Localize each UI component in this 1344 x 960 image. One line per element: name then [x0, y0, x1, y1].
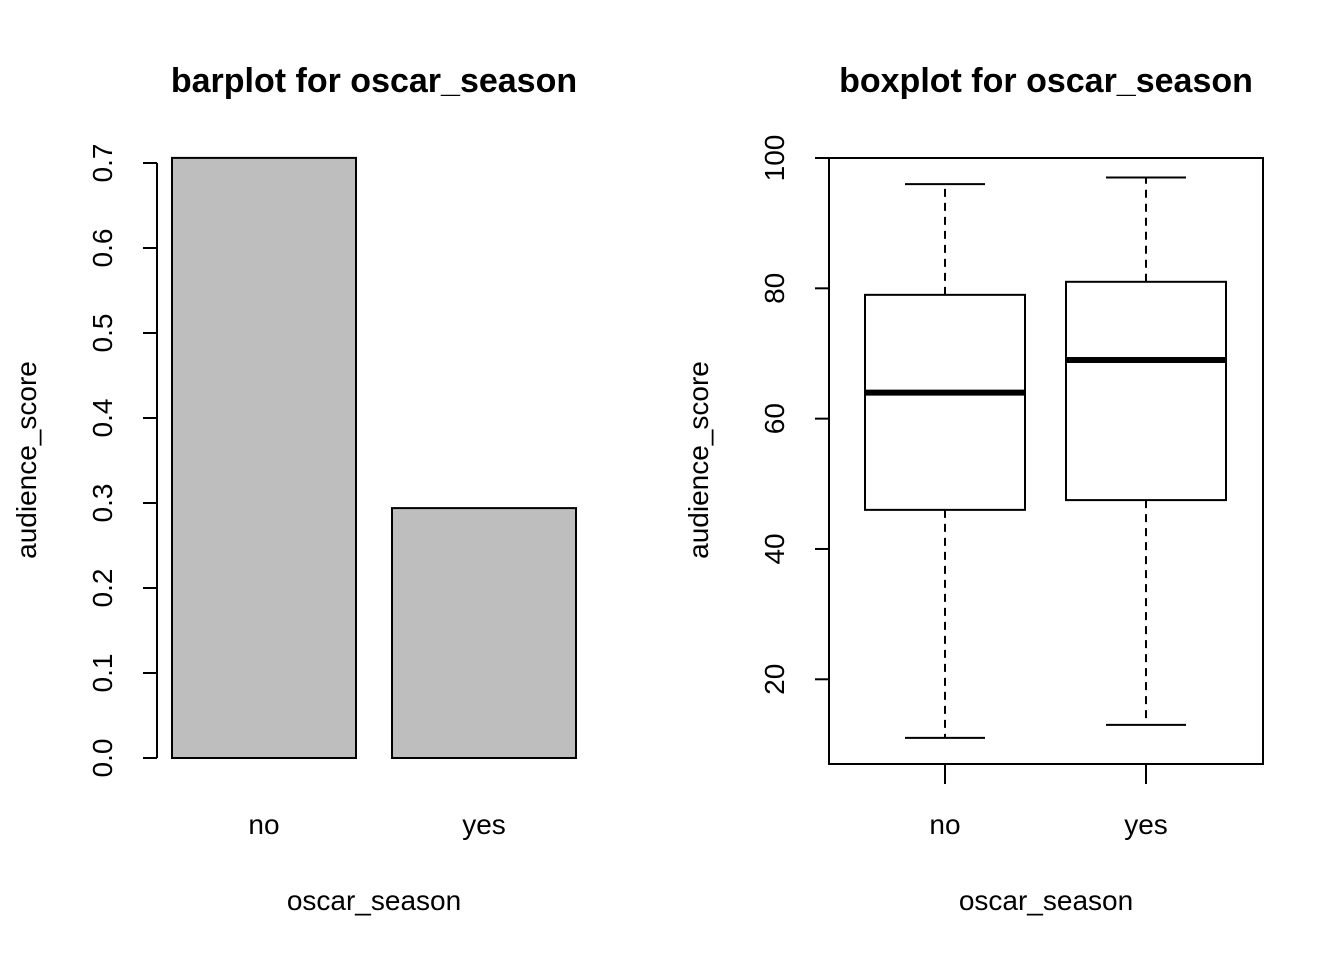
box-chart-y-axis: 20 40 60 80 100	[759, 135, 830, 695]
box-chart-x-axis-label: oscar_season	[959, 885, 1133, 916]
bar	[391, 507, 577, 759]
bar-chart: barplot for oscar_season oscar_season au…	[11, 62, 577, 916]
bar-chart-y-tick-label: 0.5	[87, 314, 118, 353]
bar-chart-y-tick-label: 0.1	[87, 654, 118, 693]
bar-chart-bars	[171, 156, 577, 759]
box-chart: boxplot for oscar_season oscar_season au…	[683, 62, 1264, 916]
bar-chart-x-tick-labels: no yes	[248, 809, 505, 840]
box-chart-boxes	[864, 176, 1227, 739]
box-iqr	[864, 293, 1026, 511]
box-group	[864, 183, 1026, 739]
box-chart-y-tick-label: 100	[759, 135, 790, 182]
box-chart-y-tick-label: 20	[759, 664, 790, 695]
box-chart-y-tick-label: 60	[759, 403, 790, 434]
box-chart-y-tick-label: 40	[759, 533, 790, 564]
box-chart-x-tick-label: yes	[1124, 809, 1168, 840]
bar-chart-y-axis: 0.0 0.1 0.2 0.3 0.4 0.5 0.6 0.7	[87, 144, 158, 778]
bar-chart-title: barplot for oscar_season	[171, 62, 577, 100]
bar-chart-y-tick-label: 0.0	[87, 739, 118, 778]
box-chart-title: boxplot for oscar_season	[839, 62, 1253, 100]
bar-chart-y-tick-label: 0.7	[87, 144, 118, 183]
bar-chart-x-tick-label: no	[248, 809, 279, 840]
bar-chart-x-tick-label: yes	[462, 809, 506, 840]
bar-chart-y-tick-label: 0.2	[87, 569, 118, 608]
box-group	[1065, 176, 1227, 726]
bar-chart-y-tick-label: 0.3	[87, 484, 118, 523]
box-iqr	[1065, 280, 1227, 502]
bar	[171, 156, 357, 759]
box-chart-y-axis-label: audience_score	[683, 361, 714, 559]
box-chart-x-axis: no yes	[929, 764, 1168, 840]
bar-chart-y-tick-label: 0.6	[87, 229, 118, 268]
bar-chart-x-axis-label: oscar_season	[287, 885, 461, 916]
bar-chart-y-axis-label: audience_score	[11, 361, 42, 559]
box-chart-x-tick-label: no	[929, 809, 960, 840]
bar-chart-y-tick-label: 0.4	[87, 399, 118, 438]
box-chart-y-tick-label: 80	[759, 273, 790, 304]
